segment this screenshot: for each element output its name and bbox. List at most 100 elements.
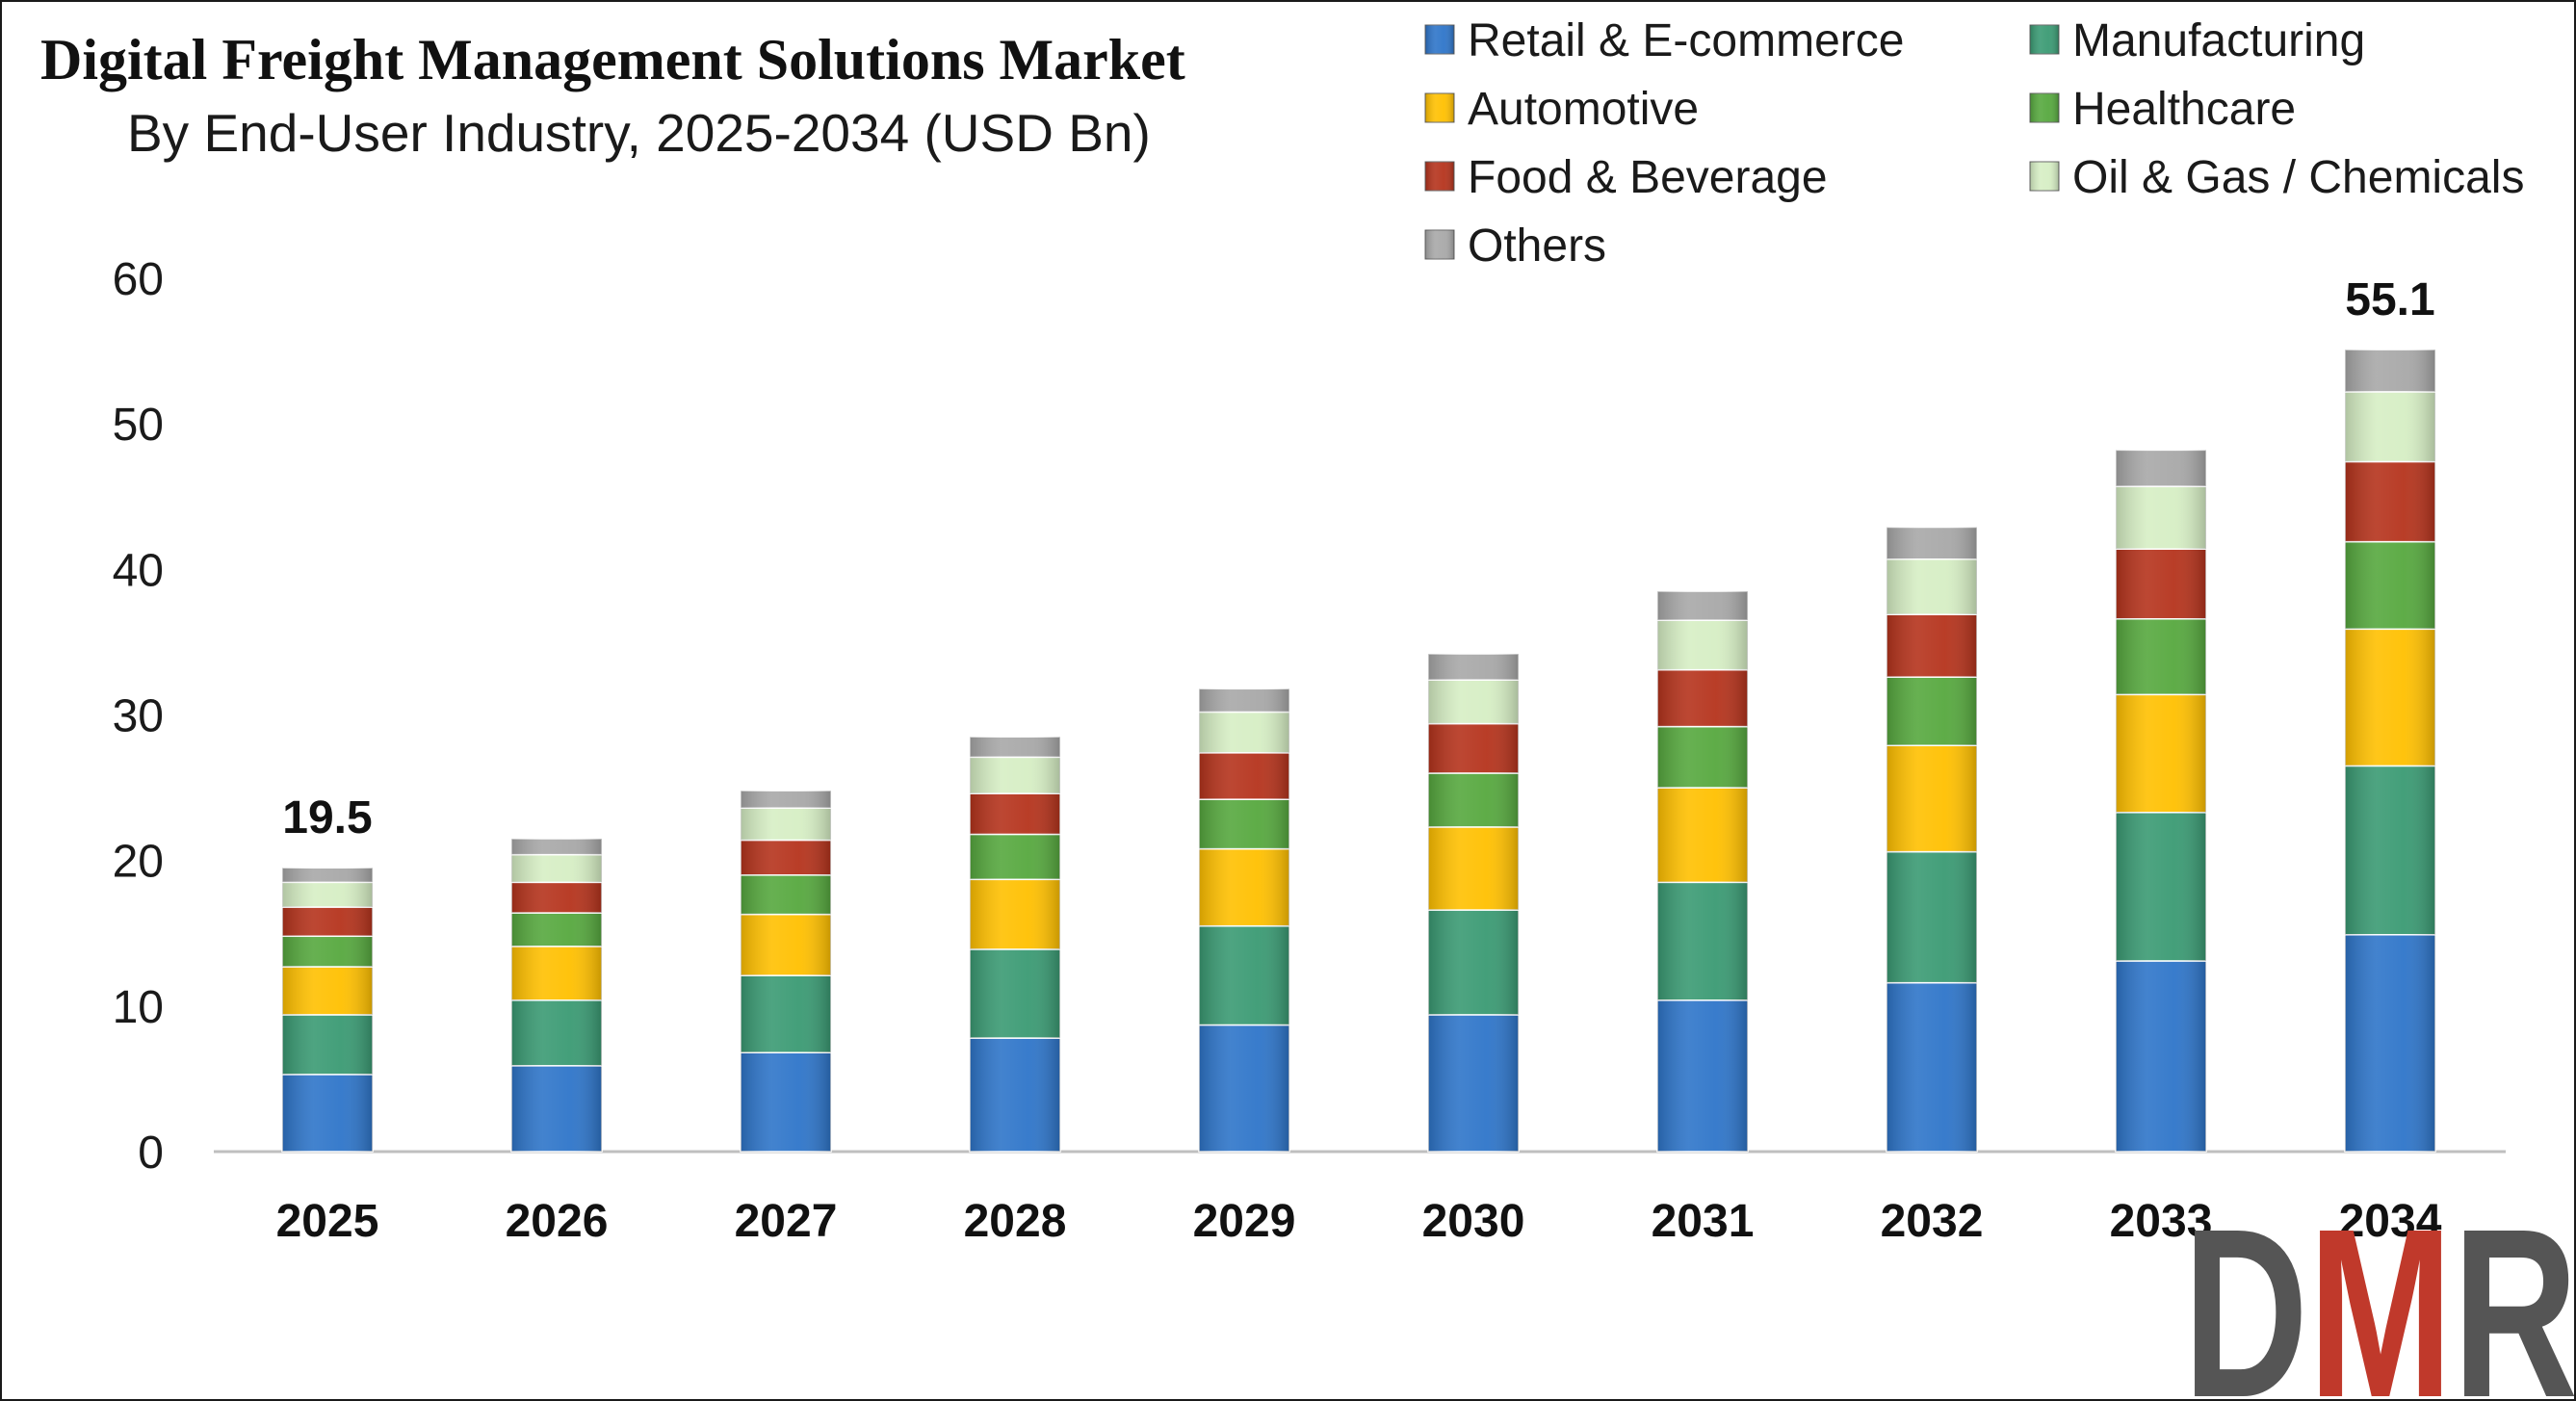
bar-segment: [510, 838, 603, 856]
bar-segment: [969, 792, 1061, 836]
bar-segment: [740, 1051, 832, 1153]
bar-segment: [1886, 613, 1978, 678]
bar-segment: [1886, 526, 1978, 560]
bar-segment: [1198, 711, 1290, 754]
bar-segment: [281, 906, 374, 938]
bar-segment: [1656, 668, 1749, 728]
x-tick-label: 2031: [1652, 1196, 1755, 1247]
logo-letter-d: D: [2183, 1179, 2308, 1399]
bar-stack-2033: [2115, 449, 2207, 1153]
chart-title: Digital Freight Management Solutions Mar…: [40, 28, 1185, 91]
bar-segment: [510, 853, 603, 884]
y-tick-label: 60: [113, 254, 164, 305]
bar-segment: [2344, 391, 2436, 463]
bar-stack-2032: [1886, 526, 1978, 1153]
legend-swatch-shade: [1425, 162, 1454, 191]
bar-segment: [1656, 725, 1749, 789]
bar-segment: [1427, 1014, 1520, 1153]
bar-segment: [1198, 924, 1290, 1026]
bar-segment: [969, 736, 1061, 759]
x-tick-label: 2033: [2110, 1196, 2213, 1247]
logo-letter-r: R: [2453, 1179, 2574, 1399]
bar-segment: [2344, 349, 2436, 393]
bar-segment: [1886, 558, 1978, 615]
bar-segment: [1656, 999, 1749, 1153]
bar-segment: [969, 948, 1061, 1039]
legend-swatch-shade: [1425, 230, 1454, 259]
legend-label: Automotive: [1468, 84, 1699, 135]
bar-segment: [510, 912, 603, 947]
bar-segment: [2344, 540, 2436, 631]
y-tick-label: 40: [113, 545, 164, 596]
bar-segment: [1198, 798, 1290, 850]
bar-stack-2026: [510, 838, 603, 1153]
bar-segment: [2344, 765, 2436, 936]
bar-segment: [1427, 653, 1520, 681]
total-labels: 19.5 55.1: [282, 274, 2434, 843]
bar-segment: [1427, 772, 1520, 828]
bar-segment: [281, 1074, 374, 1153]
x-tick-label: 2026: [506, 1196, 609, 1247]
bar-segment: [1427, 679, 1520, 725]
bar-stack-2034: [2344, 349, 2436, 1153]
bar-segment: [1656, 787, 1749, 884]
bar-segment: [1656, 619, 1749, 671]
bar-stack-2025: [281, 867, 374, 1153]
dmr-logo: DMR: [2183, 1179, 2574, 1399]
legend-item: Others: [1424, 221, 1606, 272]
x-tick-label: 2032: [1881, 1196, 1984, 1247]
bars-group: [281, 349, 2436, 1153]
legend: Retail & E-commerce Manufacturing Automoti…: [1424, 15, 2524, 272]
bar-segment: [1886, 676, 1978, 746]
legend-item: Healthcare: [2029, 84, 2296, 135]
bar-segment: [510, 999, 603, 1067]
y-tick-label: 0: [138, 1128, 164, 1179]
x-tick-label: 2025: [276, 1196, 379, 1247]
bar-segment: [2115, 617, 2207, 696]
total-label: 19.5: [282, 792, 372, 843]
bar-segment: [1427, 826, 1520, 911]
bar-segment: [281, 966, 374, 1016]
bar-segment: [1198, 847, 1290, 927]
bar-segment: [510, 946, 603, 1001]
bar-segment: [281, 881, 374, 908]
bar-segment: [1656, 881, 1749, 1001]
bar-segment: [2115, 960, 2207, 1153]
legend-swatch-shade: [1425, 93, 1454, 122]
bar-segment: [1198, 752, 1290, 800]
legend-item: Retail & E-commerce: [1424, 15, 1904, 66]
legend-item: Manufacturing: [2029, 15, 2365, 66]
legend-swatch-shade: [2030, 25, 2059, 54]
legend-swatch-shade: [1425, 25, 1454, 54]
bar-segment: [740, 913, 832, 976]
chart-subtitle: By End-User Industry, 2025-2034 (USD Bn): [127, 103, 1151, 163]
bar-stack-2030: [1427, 653, 1520, 1153]
legend-item: Automotive: [1424, 84, 1699, 135]
x-tick-label: 2028: [964, 1196, 1067, 1247]
legend-label: Healthcare: [2072, 84, 2296, 135]
bar-segment: [740, 839, 832, 876]
bar-segment: [2115, 693, 2207, 814]
bar-segment: [969, 1037, 1061, 1153]
bar-segment: [2115, 548, 2207, 620]
legend-swatch-shade: [2030, 93, 2059, 122]
legend-label: Manufacturing: [2072, 15, 2365, 66]
bar-segment: [740, 974, 832, 1053]
bar-segment: [740, 790, 832, 809]
bar-segment: [281, 935, 374, 968]
bar-segment: [1886, 744, 1978, 853]
x-tick-label: 2034: [2339, 1196, 2442, 1247]
bar-segment: [1198, 1024, 1290, 1153]
bar-segment: [2344, 460, 2436, 543]
bar-segment: [2115, 449, 2207, 487]
bar-segment: [1427, 722, 1520, 774]
bar-stack-2027: [740, 790, 832, 1153]
bar-segment: [2115, 485, 2207, 550]
legend-swatch-shade: [2030, 162, 2059, 191]
bar-segment: [2115, 812, 2207, 962]
bar-stack-2029: [1198, 688, 1290, 1153]
legend-label: Others: [1468, 221, 1606, 272]
bar-segment: [1427, 909, 1520, 1016]
